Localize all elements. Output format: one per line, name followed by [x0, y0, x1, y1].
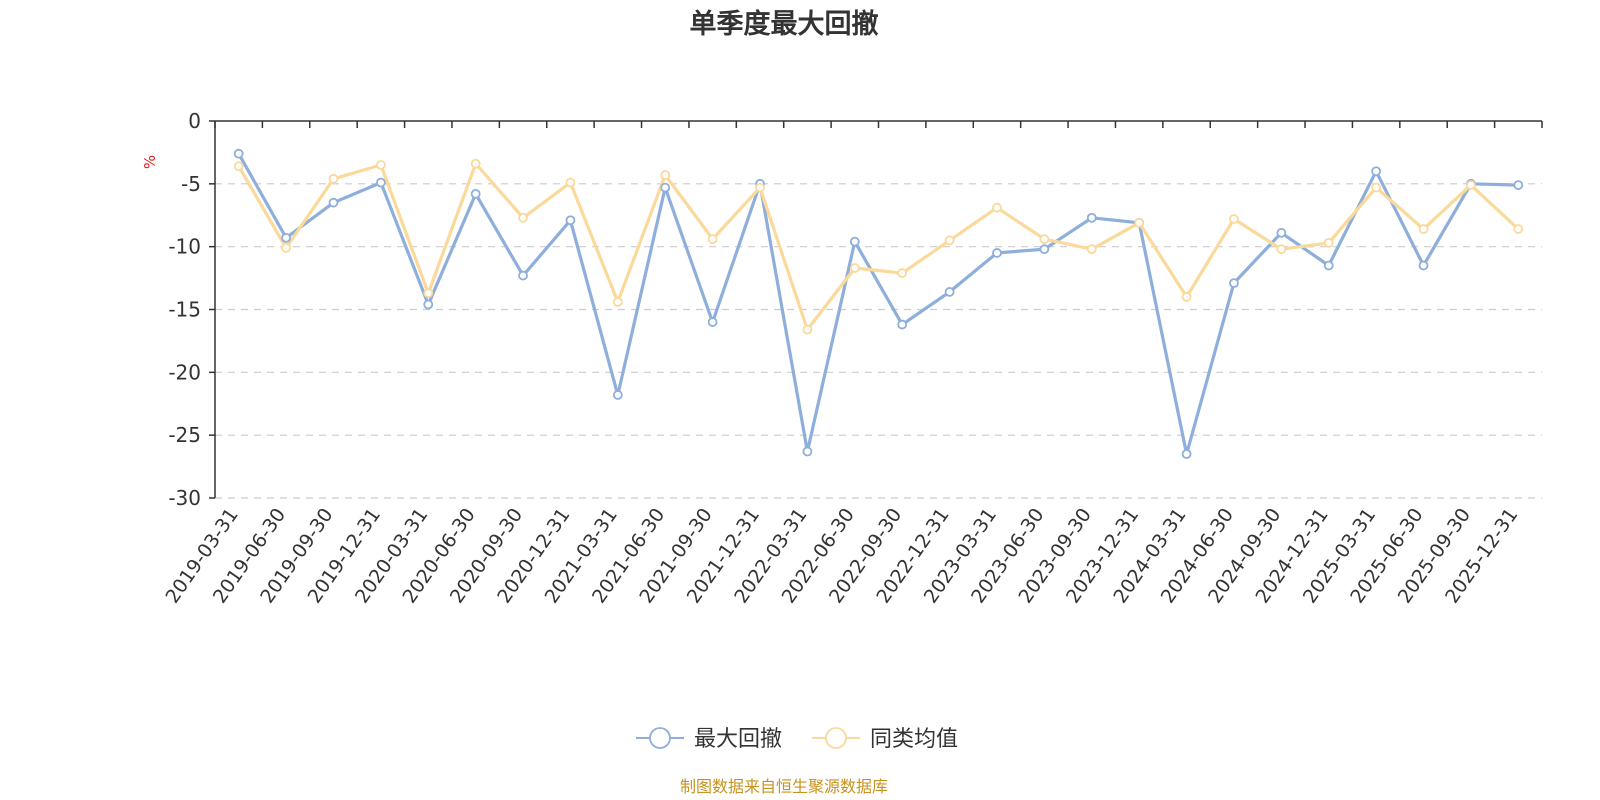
data-point-series-1 — [1229, 278, 1239, 289]
data-point-series-2 — [1086, 244, 1097, 255]
data-point-series-1 — [375, 177, 386, 188]
y-tick-label: -5 — [181, 172, 201, 196]
data-point-series-1 — [1323, 260, 1334, 271]
gridlines — [215, 183, 1542, 499]
data-point-series-1 — [944, 287, 955, 297]
data-point-series-2 — [707, 234, 718, 245]
data-point-series-2 — [1323, 237, 1334, 248]
series-line-2 — [237, 162, 1520, 332]
y-tick-label: 0 — [188, 109, 201, 133]
legend-item-1[interactable]: 最大回撤 — [636, 727, 782, 752]
legend-marker-icon — [649, 727, 671, 749]
data-point-series-2 — [1181, 292, 1192, 302]
data-point-series-1 — [612, 390, 623, 400]
data-point-series-1 — [470, 188, 481, 199]
data-point-series-1 — [660, 182, 671, 193]
data-point-series-1 — [1276, 227, 1287, 238]
data-point-series-2 — [470, 158, 481, 169]
chart-title: 单季度最大回撤 — [690, 8, 879, 40]
data-point-series-2 — [565, 177, 576, 188]
series-line-1 — [237, 152, 1520, 456]
data-point-series-2 — [375, 160, 386, 170]
data-point-series-1 — [1513, 180, 1524, 190]
data-point-series-2 — [233, 161, 244, 172]
series-lines — [233, 148, 1524, 459]
data-point-series-2 — [992, 202, 1002, 213]
data-point-series-1 — [707, 317, 718, 327]
data-point-series-2 — [660, 170, 671, 180]
data-point-series-2 — [423, 288, 434, 299]
y-tick-label: -10 — [168, 235, 201, 259]
data-point-series-1 — [328, 197, 339, 208]
data-point-series-2 — [1229, 214, 1239, 224]
data-point-series-1 — [1418, 260, 1429, 271]
data-point-series-2 — [1134, 217, 1145, 228]
data-point-series-2 — [755, 182, 765, 193]
data-point-series-2 — [1276, 244, 1287, 255]
y-tick-label: -15 — [168, 298, 201, 322]
data-point-series-1 — [1371, 166, 1382, 177]
data-point-series-1 — [849, 236, 860, 247]
data-point-series-2 — [328, 173, 339, 184]
data-point-series-1 — [281, 232, 291, 243]
data-point-series-2 — [897, 268, 908, 278]
data-source-note: 制图数据来自恒生聚源数据库 — [680, 777, 888, 796]
legend-marker-icon — [825, 727, 847, 749]
y-axis-unit-label: % — [141, 155, 159, 169]
data-point-series-2 — [849, 263, 860, 273]
data-point-series-2 — [944, 235, 955, 246]
data-point-series-2 — [1466, 180, 1476, 190]
data-point-series-2 — [1371, 182, 1382, 193]
data-point-series-2 — [281, 243, 291, 253]
data-point-series-1 — [1039, 244, 1050, 255]
legend[interactable]: 最大回撤 同类均值 — [636, 727, 958, 752]
data-point-series-2 — [612, 297, 623, 307]
data-point-series-2 — [1039, 234, 1050, 245]
data-point-series-1 — [518, 270, 528, 281]
data-point-series-2 — [1418, 224, 1429, 234]
legend-label: 最大回撤 — [694, 727, 782, 752]
data-point-series-2 — [1513, 224, 1524, 234]
data-point-series-2 — [518, 212, 528, 223]
data-point-series-1 — [565, 215, 576, 226]
y-tick-label: -25 — [168, 423, 201, 447]
legend-item-2[interactable]: 同类均值 — [812, 727, 958, 752]
data-point-series-1 — [802, 446, 813, 457]
y-tick-label: -30 — [168, 486, 201, 510]
data-point-series-1 — [233, 148, 244, 159]
legend-label: 同类均值 — [870, 727, 958, 752]
data-point-series-1 — [1181, 449, 1192, 459]
data-point-series-1 — [897, 319, 908, 330]
data-point-series-2 — [802, 324, 813, 335]
y-tick-label: -20 — [168, 360, 201, 384]
data-point-series-1 — [1086, 212, 1097, 223]
data-point-series-1 — [992, 248, 1002, 258]
data-point-series-1 — [423, 299, 434, 310]
